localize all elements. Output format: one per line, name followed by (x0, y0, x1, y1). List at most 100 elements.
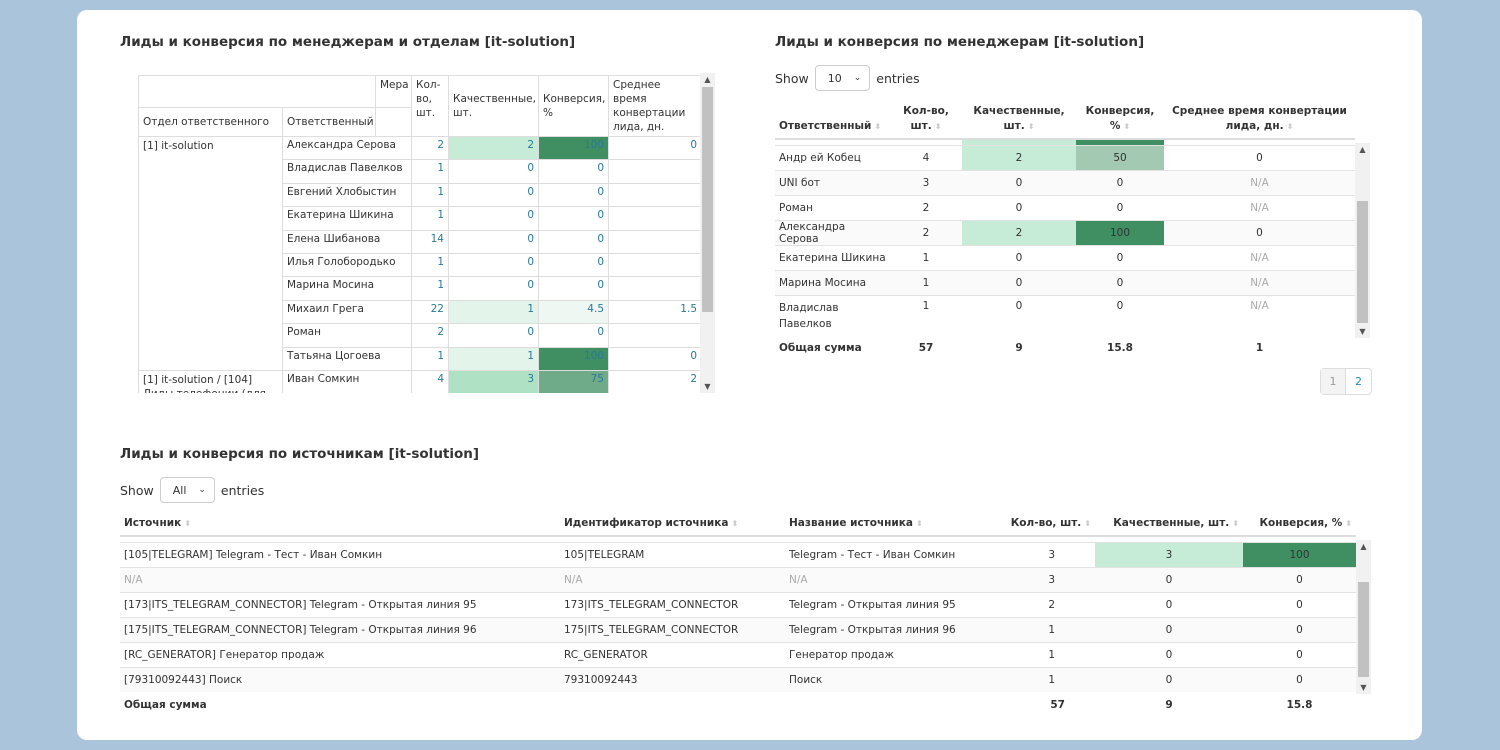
scroll-up-icon[interactable]: ▲ (1360, 542, 1367, 551)
pivot-value-cell: 0 (448, 229, 539, 254)
column-header[interactable]: Ответственный ⬍ (775, 100, 890, 140)
column-header-label: Источник (124, 517, 182, 529)
sort-icon[interactable]: ⬍ (1286, 122, 1294, 131)
pivot-value-cell: 22 (411, 299, 449, 325)
value-cell: 0 (1076, 294, 1164, 335)
column-header[interactable]: Качественные, шт. ⬍ (1095, 512, 1243, 537)
page-1-button[interactable]: 1 (1321, 369, 1346, 394)
page-2-button[interactable]: 2 (1355, 375, 1362, 388)
scroll-thumb[interactable] (1357, 201, 1368, 323)
value-cell: 0 (1164, 219, 1355, 245)
column-header-label: Идентификатор источника (564, 517, 729, 529)
column-header[interactable]: Название источника ⬍ (785, 512, 1000, 537)
value-cell: 0 (962, 169, 1076, 195)
scroll-up-icon[interactable]: ▲ (1359, 145, 1366, 154)
pivot-table-wrap: Мера Кол-во, шт. Качественные, шт. Конве… (138, 75, 701, 393)
pivot-conv-header: Конверсия, % (538, 75, 609, 137)
column-header[interactable]: Среднее время конвертации лида, дн. ⬍ (1164, 100, 1355, 140)
sort-icon[interactable]: ⬍ (1084, 519, 1091, 528)
pivot-value-cell: 3 (448, 369, 539, 393)
pivot-value-cell: 4.5 (538, 299, 609, 325)
pivot-value-cell: 1 (411, 159, 449, 184)
page-size-select[interactable]: 10 ⌄ (814, 65, 871, 91)
pivot-value-cell: 100 (538, 346, 609, 371)
total-cell: 15.8 (1107, 341, 1133, 354)
pivot-row: Марина Мосина 1 0 0 (139, 276, 701, 301)
scroll-thumb[interactable] (702, 87, 713, 312)
pivot-value-cell (608, 182, 701, 208)
pivot-resp-cell: Илья Голобородько (282, 252, 412, 278)
pivot-dept-header: Отдел ответственного (138, 106, 283, 138)
value-cell: 0 (1243, 641, 1356, 667)
scroll-down-icon[interactable]: ▼ (1360, 683, 1367, 692)
total-cell: 1 (1255, 341, 1264, 354)
pivot-value-cell (608, 229, 701, 254)
pivot-resp-cell: Екатерина Шикина (282, 206, 412, 231)
pivot-resp-cell: Марина Мосина (282, 276, 412, 301)
text-cell: RC_GENERATOR (560, 641, 785, 667)
table-row: [175|ITS_TELEGRAM_CONNECTOR] Telegram - … (120, 616, 1356, 642)
pivot-row: Михаил Грега 22 1 4.5 1.5 (139, 299, 701, 325)
pivot-value-cell: 1.5 (608, 299, 701, 325)
text-cell: 105|TELEGRAM (560, 541, 785, 567)
value-cell: 0 (1095, 566, 1243, 592)
value-cell: 0 (1076, 169, 1164, 195)
sort-icon[interactable]: ⬍ (916, 519, 923, 528)
sources-scrollbar[interactable]: ▲ ▼ (1356, 540, 1371, 694)
table-row: Екатерина Шикина 1 0 0 N/A (775, 244, 1355, 270)
column-header[interactable]: Идентификатор источника ⬍ (560, 512, 785, 537)
table-row: Андр ей Кобец 4 2 50 0 (775, 144, 1355, 170)
total-cell: Общая сумма (124, 698, 207, 711)
page-size-select[interactable]: All ⌄ (159, 477, 215, 503)
sort-icon[interactable]: ⬍ (874, 122, 882, 131)
pivot-value-cell: 1 (411, 182, 449, 208)
scroll-down-icon[interactable]: ▼ (1359, 327, 1366, 336)
pivot-value-cell: 1 (448, 346, 539, 371)
sort-icon[interactable]: ⬍ (1027, 122, 1035, 131)
scroll-thumb[interactable] (1358, 582, 1369, 677)
sort-icon[interactable]: ⬍ (1123, 122, 1131, 131)
pivot-value-cell: 0 (538, 276, 609, 301)
total-cell: 9 (1165, 698, 1173, 711)
value-cell: N/A (1164, 294, 1355, 335)
pivot-value-cell (608, 323, 701, 348)
pivot-row: Екатерина Шикина 1 0 0 (139, 206, 701, 231)
pivot-scrollbar[interactable]: ▲ ▼ (700, 73, 715, 393)
pivot-value-cell: 1 (411, 346, 449, 371)
column-header[interactable]: Кол-во, шт. ⬍ (1000, 512, 1095, 537)
sort-icon[interactable]: ⬍ (1345, 519, 1352, 528)
value-cell: 3 (1095, 541, 1243, 567)
sources-table: Источник ⬍ Идентификатор источника ⬍ Названи… (120, 512, 1356, 717)
column-header[interactable]: Качественные, шт. ⬍ (962, 100, 1076, 140)
column-header[interactable]: Источник ⬍ (120, 512, 560, 537)
pivot-value-cell: 1 (411, 252, 449, 278)
sort-icon[interactable]: ⬍ (184, 519, 191, 528)
value-cell: 0 (962, 244, 1076, 270)
value-cell: 3 (1000, 566, 1095, 592)
pivot-value-cell: 0 (448, 323, 539, 348)
pivot-title: Лиды и конверсия по менеджерам и отделам… (120, 34, 576, 50)
column-header[interactable]: Конверсия, % ⬍ (1243, 512, 1356, 537)
value-cell: N/A (1164, 269, 1355, 295)
scroll-up-icon[interactable]: ▲ (704, 75, 711, 84)
pivot-dept-cell: [1] it-solution (138, 136, 283, 371)
pivot-value-cell: 0 (608, 135, 701, 161)
sort-icon[interactable]: ⬍ (934, 122, 942, 131)
sort-icon[interactable]: ⬍ (731, 519, 739, 528)
value-cell: 1 (1000, 641, 1095, 667)
scroll-down-icon[interactable]: ▼ (704, 382, 711, 391)
pivot-value-cell: 0 (538, 206, 609, 231)
total-cell: 9 (1015, 341, 1023, 354)
value-cell: N/A (1164, 169, 1355, 195)
pivot-value-cell: 0 (538, 182, 609, 208)
column-header[interactable]: Конверсия, % ⬍ (1076, 100, 1164, 140)
pivot-value-cell: 0 (448, 182, 539, 208)
text-cell: [RC_GENERATOR] Генератор продаж (120, 641, 560, 667)
sort-icon[interactable]: ⬍ (1232, 519, 1239, 528)
column-header-label: Среднее время конвертации лида, дн. (1172, 105, 1347, 132)
column-header[interactable]: Кол-во, шт. ⬍ (890, 100, 962, 140)
pivot-value-cell: 1 (411, 276, 449, 301)
managers-scrollbar[interactable]: ▲ ▼ (1355, 143, 1370, 338)
pivot-resp-cell: Владислав Павелков (282, 159, 412, 184)
pivot-value-cell: 2 (448, 135, 539, 161)
